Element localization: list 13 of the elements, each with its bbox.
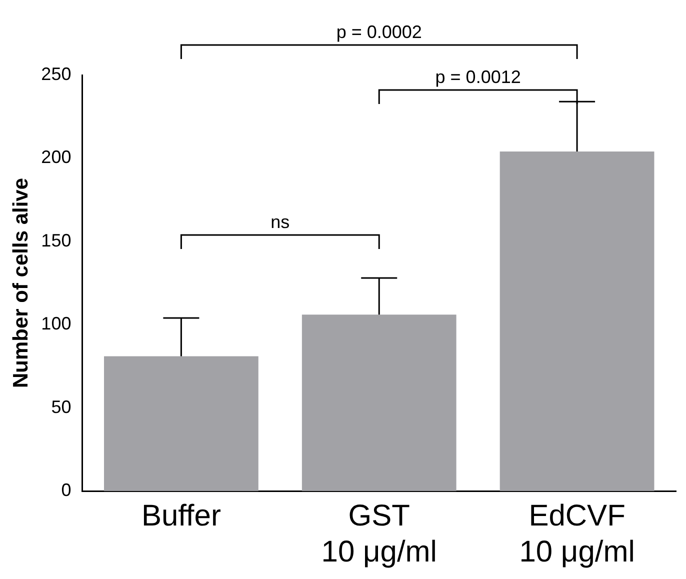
text: p = 0.0002 <box>336 22 422 42</box>
annotation: ns <box>270 212 290 232</box>
annotation: p = 0.0012 <box>435 66 521 87</box>
x-tick-label: GST 10 μg/ml <box>321 499 437 568</box>
x-tick-label: Buffer <box>141 499 221 532</box>
y-axis-title: Number of cells alive <box>9 178 32 388</box>
x-tick-label: EdCVF 10 μg/ml <box>519 499 635 568</box>
y-tick-label: 50 <box>51 396 72 417</box>
y-tick-label: 200 <box>41 147 72 168</box>
y-tick-label: 0 <box>61 480 72 500</box>
y-tick-label: 150 <box>41 230 72 250</box>
y-tick-label: 100 <box>41 314 72 334</box>
y-tick-label: 250 <box>41 64 72 84</box>
